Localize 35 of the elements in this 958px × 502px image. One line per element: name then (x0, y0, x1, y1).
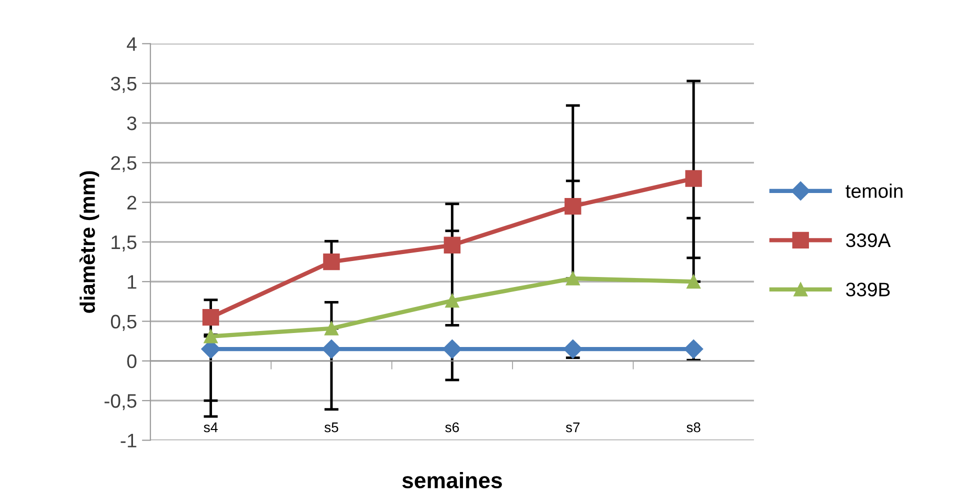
y-tick-label: 0,5 (110, 314, 136, 331)
y-axis-title: diamètre (mm) (80, 171, 100, 313)
y-tick-label: 4 (126, 37, 137, 51)
point (322, 340, 341, 359)
x-tick-label: s6 (445, 422, 459, 432)
y-tick-label: 0 (127, 354, 136, 368)
point (686, 274, 701, 289)
y-tick-label: 1 (128, 275, 136, 289)
point (442, 340, 462, 359)
x-axis-title: semaines (402, 472, 502, 488)
x-tick-label: s7 (566, 422, 580, 432)
point (685, 170, 702, 187)
legend-label: 339B (846, 282, 890, 296)
point (445, 294, 460, 308)
point (566, 272, 580, 286)
point (684, 340, 704, 359)
legend-label: 339A (846, 233, 891, 248)
y-tick-label: 2,5 (111, 156, 136, 172)
y-tick-label: -0,5 (104, 394, 136, 410)
point (323, 253, 340, 270)
y-tick-label: -1 (120, 434, 136, 448)
x-tick-label: s4 (204, 422, 218, 432)
x-tick-label: s5 (324, 422, 338, 432)
y-tick-label: 1,5 (112, 236, 136, 252)
point (324, 321, 338, 336)
y-tick-label: 2 (127, 196, 136, 210)
y-tick-label: 3 (127, 116, 136, 130)
y-tick-label: 3,5 (110, 76, 136, 93)
point (204, 329, 218, 344)
point (444, 236, 461, 254)
point (563, 340, 582, 359)
x-tick-label: s8 (686, 422, 700, 432)
legend-label: temoin (846, 184, 902, 198)
point (564, 198, 582, 215)
point (202, 308, 220, 326)
